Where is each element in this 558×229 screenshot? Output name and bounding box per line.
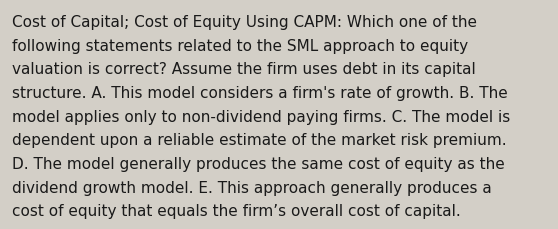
Text: structure. A. This model considers a firm's rate of growth. B. The: structure. A. This model considers a fir… xyxy=(12,86,508,101)
Text: cost of equity that equals the firm’s overall cost of capital.: cost of equity that equals the firm’s ov… xyxy=(12,204,461,218)
Text: dividend growth model. E. This approach generally produces a: dividend growth model. E. This approach … xyxy=(12,180,492,195)
Text: following statements related to the SML approach to equity: following statements related to the SML … xyxy=(12,38,468,53)
Text: model applies only to non-dividend paying firms. C. The model is: model applies only to non-dividend payin… xyxy=(12,109,511,124)
Text: Cost of Capital; Cost of Equity Using CAPM: Which one of the: Cost of Capital; Cost of Equity Using CA… xyxy=(12,15,477,30)
Text: dependent upon a reliable estimate of the market risk premium.: dependent upon a reliable estimate of th… xyxy=(12,133,507,148)
Text: D. The model generally produces the same cost of equity as the: D. The model generally produces the same… xyxy=(12,156,505,171)
Text: valuation is correct? Assume the firm uses debt in its capital: valuation is correct? Assume the firm us… xyxy=(12,62,476,77)
